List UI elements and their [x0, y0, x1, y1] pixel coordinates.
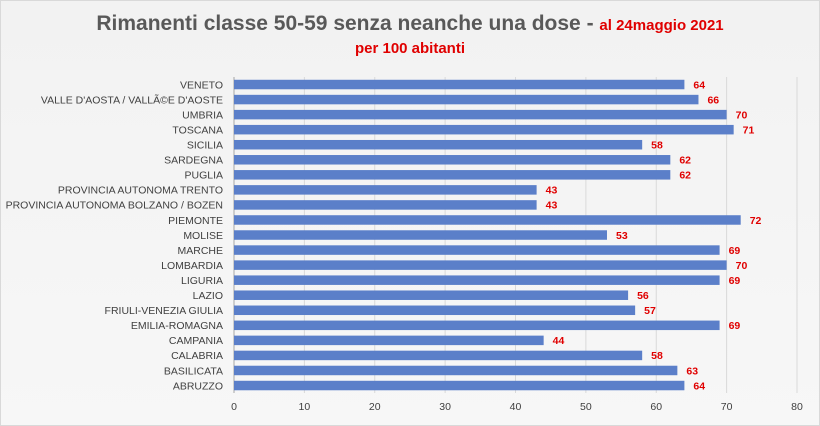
category-label: CAMPANIA: [169, 335, 223, 347]
data-label: 70: [736, 260, 748, 272]
bar: [234, 305, 636, 316]
category-label: LOMBARDIA: [161, 260, 223, 272]
data-label: 43: [546, 185, 558, 197]
data-label: 43: [546, 200, 558, 212]
bar: [234, 380, 685, 391]
bar: [234, 245, 720, 255]
data-label: 69: [729, 245, 741, 257]
category-label: PROVINCIA AUTONOMA BOLZANO / BOZEN: [6, 200, 223, 212]
data-label: 63: [686, 365, 698, 377]
category-labels: VENETO VALLE D'AOSTA / VALLÃ©E D'AOSTE UMB…: [6, 79, 223, 392]
bar: [234, 260, 727, 270]
data-label: 71: [743, 124, 755, 136]
x-tick-labels: 0 10 20 30 40 50 60 70 80: [231, 401, 803, 413]
x-tick-label: 0: [231, 401, 237, 413]
data-label: 56: [637, 290, 649, 302]
bar: [234, 215, 741, 225]
bar: [234, 124, 734, 135]
chart-title-date: al 24maggio 2021: [599, 17, 724, 34]
bar: [234, 350, 643, 361]
category-label: TOSCANA: [172, 124, 223, 136]
x-tick-label: 30: [439, 401, 451, 413]
x-tick-label: 60: [650, 401, 662, 413]
bar: [234, 94, 699, 105]
category-label: UMBRIA: [182, 109, 223, 121]
category-label: SARDEGNA: [164, 155, 223, 167]
data-label: 62: [679, 155, 691, 167]
data-label: 62: [679, 170, 691, 182]
chart-title: Rimanenti classe 50-59 senza neanche una…: [0, 12, 820, 36]
data-label: 58: [651, 350, 663, 362]
x-tick-label: 40: [510, 401, 522, 413]
data-label: 44: [553, 335, 565, 347]
category-label: ABRUZZO: [173, 380, 223, 392]
x-tick-label: 10: [299, 401, 311, 413]
bar: [234, 185, 537, 195]
data-labels: 6466707158626243437253697069565769445863…: [546, 79, 762, 392]
bar: [234, 365, 678, 376]
x-tick-label: 70: [721, 401, 733, 413]
bar: [234, 155, 671, 165]
bar: [234, 79, 685, 90]
data-label: 57: [644, 305, 656, 317]
bar: [234, 275, 720, 285]
x-tick-label: 80: [791, 401, 803, 413]
category-label: SICILIA: [187, 140, 223, 152]
data-label: 72: [750, 215, 762, 227]
data-label: 66: [707, 94, 719, 106]
bars: [234, 79, 741, 391]
chart-title-main: Rimanenti classe 50-59 senza neanche una…: [96, 12, 600, 35]
x-tick-label: 20: [369, 401, 381, 413]
bar: [234, 109, 727, 120]
data-label: 69: [729, 275, 741, 287]
chart-subtitle: per 100 abitanti: [354, 40, 466, 57]
category-label: CALABRIA: [171, 350, 223, 362]
category-label: BASILICATA: [164, 365, 223, 377]
data-label: 64: [693, 79, 705, 91]
category-label: PIEMONTE: [168, 215, 223, 227]
x-tick-label: 50: [580, 401, 592, 413]
category-label: MOLISE: [183, 230, 223, 242]
data-label: 64: [693, 380, 705, 392]
data-label: 53: [616, 230, 628, 242]
bar: [234, 320, 720, 331]
category-label: MARCHE: [177, 245, 223, 257]
category-label: FRIULI-VENEZIA GIULIA: [105, 305, 223, 317]
bar: [234, 200, 537, 210]
data-label: 70: [736, 109, 748, 121]
data-label: 58: [651, 140, 663, 152]
bar: [234, 335, 544, 346]
data-label: 69: [729, 320, 741, 332]
category-label: EMILIA-ROMAGNA: [131, 320, 223, 332]
category-label: LIGURIA: [181, 275, 223, 287]
category-label: LAZIO: [193, 290, 223, 302]
bar: [234, 290, 629, 300]
category-label: VENETO: [180, 79, 223, 91]
bar: [234, 230, 607, 240]
category-label: PUGLIA: [184, 170, 223, 182]
bar: [234, 170, 671, 180]
category-label: PROVINCIA AUTONOMA TRENTO: [58, 185, 223, 197]
bar: [234, 139, 643, 150]
category-label: VALLE D'AOSTA / VALLÃ©E D'AOSTE: [41, 93, 223, 106]
